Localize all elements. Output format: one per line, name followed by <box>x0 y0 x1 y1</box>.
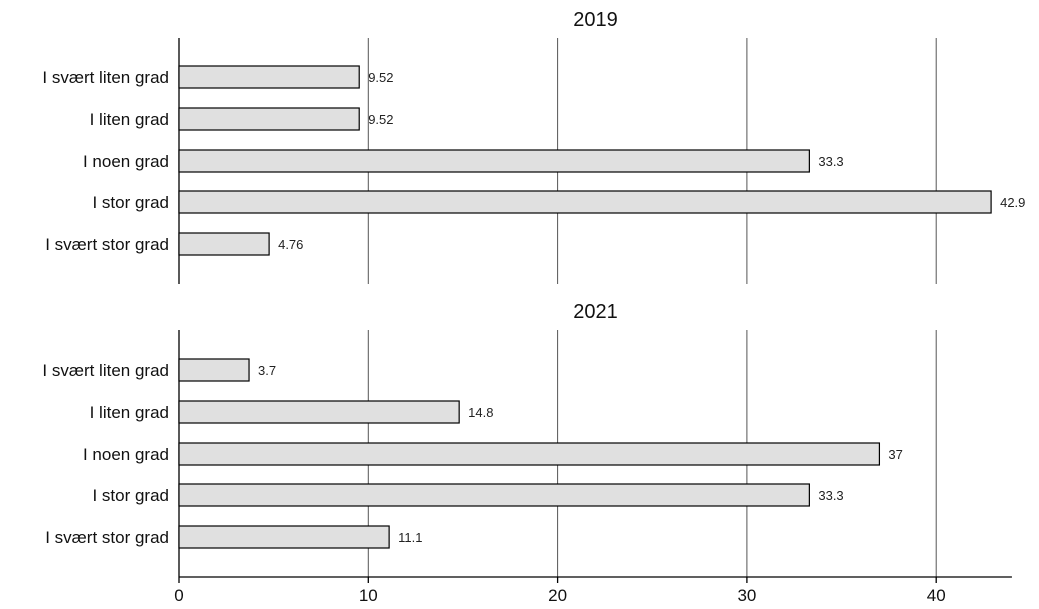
x-tick-label: 20 <box>548 586 567 605</box>
category-label: I stor grad <box>92 486 169 505</box>
value-label: 33.3 <box>818 488 843 503</box>
value-label: 37 <box>888 447 902 462</box>
category-label: I stor grad <box>92 193 169 212</box>
x-tick-label: 30 <box>737 586 756 605</box>
x-axis: 0 10 20 30 40 <box>174 576 1012 605</box>
value-label: 14.8 <box>468 405 493 420</box>
category-label: I liten grad <box>90 110 169 129</box>
bar <box>178 358 250 382</box>
value-label: 3.7 <box>258 363 276 378</box>
value-label: 4.76 <box>278 237 303 252</box>
category-label: I svært stor grad <box>45 528 169 547</box>
bar <box>178 190 992 214</box>
bar <box>178 525 390 549</box>
value-label: 11.1 <box>398 530 422 545</box>
x-tick-label: 10 <box>359 586 378 605</box>
panel-title: 2021 <box>573 301 618 323</box>
category-label: I noen grad <box>83 445 169 464</box>
value-label: 42.9 <box>1000 195 1025 210</box>
bar <box>178 149 810 173</box>
bar <box>178 400 460 424</box>
x-tick-label: 40 <box>927 586 946 605</box>
value-label: 33.3 <box>818 154 843 169</box>
category-label: I svært stor grad <box>45 235 169 254</box>
bar <box>178 65 360 89</box>
category-label: I noen grad <box>83 152 169 171</box>
panel-2021: 2021 I svært liten grad 3.7 I liten grad 14.… <box>42 301 937 577</box>
bar <box>178 232 270 256</box>
panel-2019: 2019 I svært liten grad 9.52 I liten grad 9.… <box>42 9 1025 284</box>
value-label: 9.52 <box>368 70 393 85</box>
category-label: I svært liten grad <box>42 361 169 380</box>
x-tick-label: 0 <box>174 586 183 605</box>
category-label: I svært liten grad <box>42 68 169 87</box>
value-label: 9.52 <box>368 112 393 127</box>
bar <box>178 483 810 507</box>
bar <box>178 442 881 466</box>
panel-title: 2019 <box>573 9 618 31</box>
bar <box>178 107 360 131</box>
category-label: I liten grad <box>90 403 169 422</box>
